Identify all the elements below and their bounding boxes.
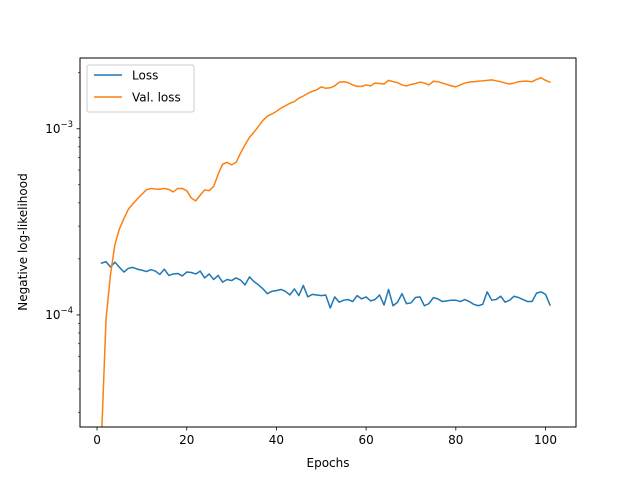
plot-frame [79,57,577,428]
legend-box [86,64,195,113]
legend-entry-loss: Loss [132,69,158,83]
x-axis: 0 20 40 60 80 100 [93,427,557,447]
y-tick-label: 10−4 [45,306,73,322]
x-tick-label: 20 [179,433,194,447]
x-tick-label: 60 [358,433,373,447]
y-axis: 10−4 10−3 [45,72,80,413]
x-tick-label: 40 [269,433,284,447]
legend-entry-val-loss: Val. loss [132,91,181,105]
series-line-1 [101,76,551,427]
legend: Loss Val. loss [86,64,195,113]
series-layer [100,76,551,427]
series-line-0 [100,261,551,309]
x-axis-label: Epochs [307,456,350,470]
x-tick-label: 80 [448,433,463,447]
y-tick-label: 10−3 [45,120,73,136]
y-axis-label: Negative log-likelihood [16,173,30,310]
x-tick-label: 0 [93,433,101,447]
x-tick-label: 100 [534,433,557,447]
